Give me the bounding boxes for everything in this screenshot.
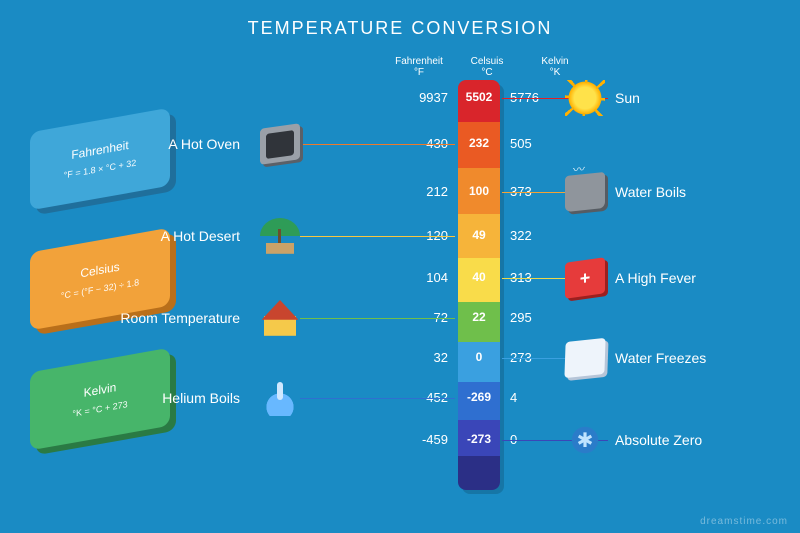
card-formula: °C = (°F − 32) ÷ 1.8 — [61, 276, 139, 303]
row-label: Absolute Zero — [615, 432, 775, 448]
celsius-value: -269 — [457, 390, 501, 404]
bar-segment — [458, 456, 500, 490]
kelvin-value: 295 — [510, 310, 560, 325]
celsius-value: 22 — [457, 310, 501, 324]
row-label: Water Boils — [615, 184, 775, 200]
fahrenheit-value: 104 — [398, 270, 448, 285]
row-label: A Hot Desert — [80, 228, 240, 244]
formula-cards: Fahrenheit°F = 1.8 × °C + 32Celsius°C = … — [30, 120, 170, 480]
palm-icon — [260, 218, 300, 254]
header-kelvin: Kelvin°K — [531, 56, 579, 78]
celsius-value: -273 — [457, 432, 501, 446]
row-label: A Hot Oven — [80, 136, 240, 152]
celsius-value: 49 — [457, 228, 501, 242]
fahrenheit-value: 9937 — [398, 90, 448, 105]
card-name: Celsius — [80, 258, 119, 283]
column-headers: Fahrenheit°F Celsuis°C Kelvin°K — [395, 56, 579, 78]
row-label: Water Freezes — [615, 350, 775, 366]
flask-icon — [260, 380, 300, 416]
watermark: dreamstime.com — [700, 516, 788, 527]
connector-line — [300, 236, 455, 237]
celsius-value: 5502 — [457, 90, 501, 104]
connector-line — [300, 144, 455, 145]
fahrenheit-value: -459 — [398, 432, 448, 447]
connector-line — [300, 398, 455, 399]
celsius-value: 100 — [457, 184, 501, 198]
kelvin-value: 505 — [510, 136, 560, 151]
row-label: Room Temperature — [80, 310, 240, 326]
row-label: Sun — [615, 90, 775, 106]
fahrenheit-value: 32 — [398, 350, 448, 365]
sun-icon — [565, 80, 605, 116]
medkit-icon — [565, 260, 605, 296]
row-label: Helium Boils — [80, 390, 240, 406]
kelvin-value: 4 — [510, 390, 560, 405]
pot-icon — [565, 174, 605, 210]
fahrenheit-value: 212 — [398, 184, 448, 199]
celsius-value: 232 — [457, 136, 501, 150]
snow-icon — [565, 422, 605, 458]
celsius-value: 40 — [457, 270, 501, 284]
ice-icon — [565, 340, 605, 376]
oven-icon — [260, 126, 300, 162]
kelvin-value: 322 — [510, 228, 560, 243]
celsius-value: 0 — [457, 350, 501, 364]
house-icon — [260, 300, 300, 336]
header-fahrenheit: Fahrenheit°F — [395, 56, 443, 78]
row-label: A High Fever — [615, 270, 775, 286]
page-title: TEMPERATURE CONVERSION — [0, 18, 800, 39]
formula-card-fahrenheit: Fahrenheit°F = 1.8 × °C + 32 — [30, 108, 170, 211]
connector-line — [300, 318, 455, 319]
header-celsius: Celsuis°C — [463, 56, 511, 78]
